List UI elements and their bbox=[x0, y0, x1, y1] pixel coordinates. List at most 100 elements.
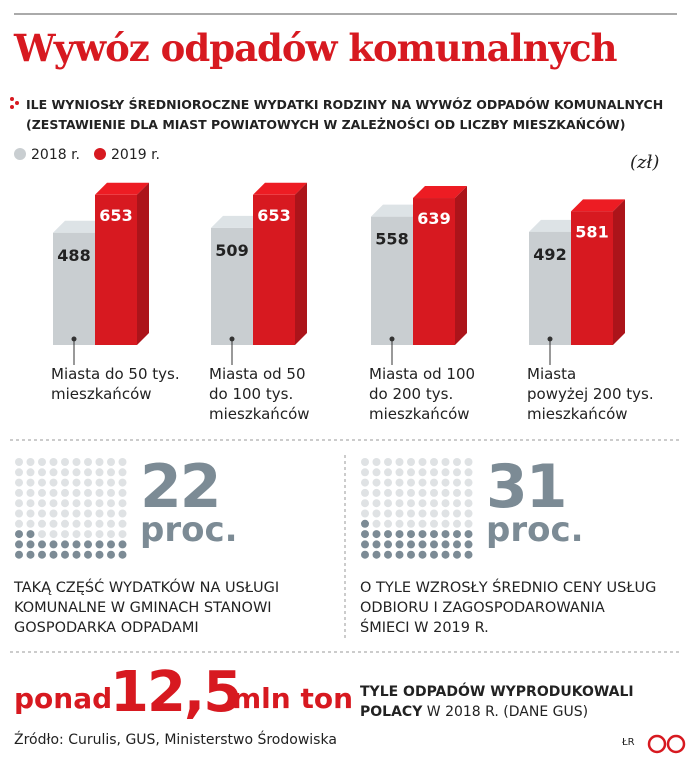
dot bbox=[38, 519, 46, 528]
logo bbox=[647, 734, 686, 754]
bar-top bbox=[211, 215, 265, 228]
value-label: 558 bbox=[375, 230, 408, 249]
dot-filled bbox=[395, 540, 404, 549]
dot bbox=[418, 468, 427, 477]
dot bbox=[430, 519, 438, 528]
bar-top bbox=[95, 182, 149, 195]
dot bbox=[372, 478, 381, 487]
unit: (zł) bbox=[630, 152, 660, 173]
dot bbox=[15, 458, 23, 466]
dot-filled bbox=[107, 540, 115, 549]
dot bbox=[15, 478, 23, 487]
dot bbox=[430, 468, 438, 477]
dot bbox=[38, 458, 46, 466]
dot bbox=[61, 468, 69, 477]
dot-filled bbox=[441, 530, 450, 539]
stat-value: 31 bbox=[486, 452, 567, 522]
dot bbox=[418, 488, 427, 497]
dot-filled bbox=[361, 519, 369, 528]
dot bbox=[49, 530, 58, 539]
dot-filled bbox=[118, 540, 127, 549]
bar-top bbox=[253, 182, 307, 195]
dot-filled bbox=[372, 530, 381, 539]
dot-filled bbox=[407, 530, 415, 539]
dot bbox=[38, 468, 46, 477]
dot bbox=[384, 478, 392, 487]
bar bbox=[371, 216, 413, 345]
legend-label: 2019 r. bbox=[111, 147, 160, 163]
dot-filled bbox=[49, 550, 58, 559]
dot-filled bbox=[361, 550, 369, 559]
bar bbox=[529, 231, 571, 345]
dot bbox=[395, 478, 404, 487]
bar bbox=[253, 194, 295, 345]
dot-filled bbox=[118, 550, 127, 559]
dot bbox=[26, 488, 35, 497]
dot-filled bbox=[84, 540, 92, 549]
dot-filled bbox=[372, 540, 381, 549]
dot bbox=[372, 499, 381, 508]
dot bbox=[430, 458, 438, 466]
value-label: 653 bbox=[99, 206, 132, 225]
dot bbox=[384, 488, 392, 497]
legend-label: 2018 r. bbox=[31, 147, 80, 163]
dot bbox=[464, 458, 473, 466]
stat-value: 22 bbox=[140, 452, 221, 522]
dot bbox=[118, 478, 127, 487]
dot bbox=[107, 499, 115, 508]
dot bbox=[61, 509, 69, 518]
value-label: 581 bbox=[575, 222, 608, 241]
dot bbox=[26, 468, 35, 477]
dot bbox=[453, 468, 461, 477]
dot bbox=[372, 458, 381, 466]
dot bbox=[407, 499, 415, 508]
dot bbox=[118, 530, 127, 539]
dot bbox=[49, 478, 58, 487]
dot-filled bbox=[384, 540, 392, 549]
dot bbox=[38, 509, 46, 518]
bar bbox=[211, 227, 253, 345]
dot bbox=[15, 519, 23, 528]
dot-filled bbox=[453, 540, 461, 549]
dot bbox=[395, 468, 404, 477]
dot-filled bbox=[72, 550, 81, 559]
dot bbox=[118, 499, 127, 508]
dot bbox=[118, 458, 127, 466]
dot bbox=[84, 468, 92, 477]
dot bbox=[107, 530, 115, 539]
dot bbox=[26, 509, 35, 518]
dot-filled bbox=[430, 540, 438, 549]
value-label: 492 bbox=[533, 245, 566, 264]
dot bbox=[407, 468, 415, 477]
stat-text: TAKĄ CZĘŚĆ WYDATKÓW NA USŁUGI KOMUNALNE … bbox=[14, 580, 280, 636]
dot-filled bbox=[453, 550, 461, 559]
dot bbox=[26, 478, 35, 487]
dot bbox=[418, 499, 427, 508]
dot bbox=[95, 499, 104, 508]
dot-filled bbox=[38, 550, 46, 559]
dot bbox=[107, 509, 115, 518]
dot bbox=[95, 468, 104, 477]
dot-filled bbox=[384, 530, 392, 539]
bar bbox=[413, 198, 455, 345]
dot bbox=[72, 530, 81, 539]
bar-top bbox=[529, 219, 583, 232]
dot bbox=[407, 458, 415, 466]
dot bbox=[49, 509, 58, 518]
dot bbox=[95, 488, 104, 497]
dot-filled bbox=[464, 530, 473, 539]
dot-filled bbox=[361, 530, 369, 539]
dot bbox=[464, 478, 473, 487]
dot bbox=[38, 499, 46, 508]
dot bbox=[84, 478, 92, 487]
dot bbox=[107, 468, 115, 477]
dot-filled bbox=[26, 540, 35, 549]
value-label: 653 bbox=[257, 206, 290, 225]
dot bbox=[372, 509, 381, 518]
dot bbox=[441, 478, 450, 487]
dot bbox=[15, 499, 23, 508]
dot bbox=[418, 458, 427, 466]
dot bbox=[372, 519, 381, 528]
category-label: Miasta od 100 do 200 tys. mieszkańców bbox=[369, 365, 476, 423]
